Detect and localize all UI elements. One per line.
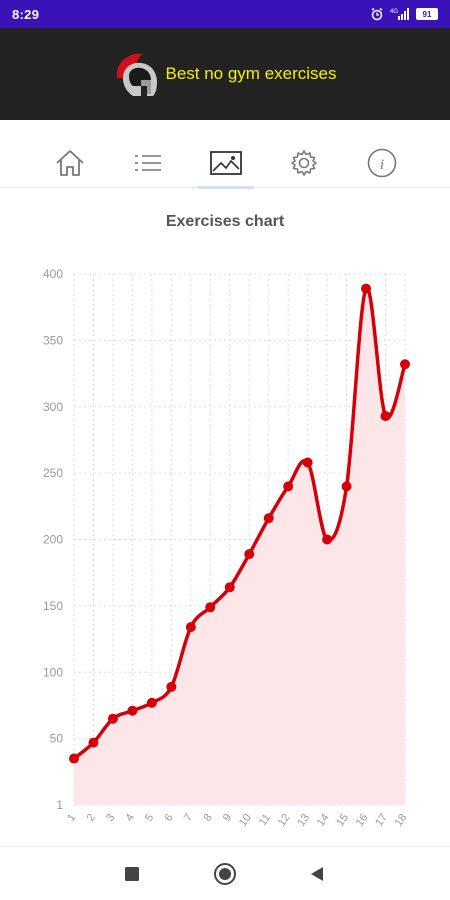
signal-4g-icon: 4G: [390, 8, 409, 20]
x-tick-label: 17: [373, 812, 390, 829]
recent-apps-button[interactable]: [119, 861, 145, 887]
x-tick-label: 1: [65, 812, 78, 824]
y-tick-label: 200: [43, 533, 63, 547]
data-point: [400, 359, 410, 370]
x-tick-label: 14: [315, 812, 332, 829]
series-area: [74, 287, 405, 805]
data-point: [127, 705, 138, 716]
home-nav-button[interactable]: [212, 861, 238, 887]
spartan-helmet-logo: [117, 53, 158, 96]
y-tick-label: 50: [50, 732, 64, 746]
tab-settings[interactable]: [276, 138, 332, 188]
x-tick-label: 3: [104, 812, 117, 824]
tab-info[interactable]: i: [354, 138, 410, 188]
data-point: [88, 737, 99, 748]
back-triangle-icon: [311, 867, 323, 881]
x-tick-label: 18: [393, 812, 410, 829]
y-tick-label: 400: [43, 267, 63, 281]
navigation-bar: [0, 846, 450, 900]
data-point: [322, 534, 333, 545]
data-point: [380, 411, 391, 422]
status-time: 8:29: [12, 6, 40, 22]
app-header: Best no gym exercises: [0, 28, 450, 120]
app-title: Best no gym exercises: [165, 64, 337, 83]
x-tick-label: 9: [221, 812, 234, 824]
y-tick-label: 1: [56, 798, 63, 812]
y-tick-label: 250: [43, 466, 63, 480]
x-tick-label: 11: [257, 812, 273, 828]
data-point: [107, 713, 118, 724]
tab-home[interactable]: [42, 138, 98, 188]
alarm-icon: [371, 7, 383, 21]
tab-bar: i: [0, 138, 450, 189]
data-point: [341, 481, 352, 492]
y-tick-label: 350: [43, 333, 63, 347]
recent-apps-square-icon: [125, 867, 139, 881]
x-tick-label: 8: [201, 812, 214, 824]
svg-text:i: i: [380, 157, 384, 173]
x-tick-label: 15: [334, 812, 351, 829]
chart-title: Exercises chart: [165, 213, 285, 230]
data-point: [166, 681, 177, 692]
data-point: [69, 753, 79, 764]
status-bar: 8:29 4G 91: [0, 0, 450, 28]
data-point: [283, 481, 294, 492]
data-point: [302, 457, 313, 468]
battery-level: 91: [422, 9, 432, 19]
y-tick-label: 300: [43, 400, 63, 414]
tab-chart[interactable]: [198, 138, 254, 189]
data-point: [361, 283, 372, 294]
data-point: [205, 602, 216, 613]
x-tick-label: 13: [295, 812, 312, 829]
gear-icon: [291, 150, 317, 176]
x-tick-label: 7: [182, 812, 195, 824]
data-point: [185, 622, 196, 633]
x-tick-label: 2: [85, 812, 98, 824]
svg-text:4G: 4G: [390, 9, 398, 15]
y-tick-label: 100: [43, 665, 63, 679]
chart-icon: [210, 151, 242, 175]
tab-list[interactable]: [120, 138, 176, 188]
x-tick-label: 12: [276, 812, 293, 829]
info-icon: i: [367, 148, 397, 178]
x-tick-label: 16: [354, 812, 371, 829]
home-circle-icon: [214, 863, 236, 885]
status-icons: 4G 91: [370, 7, 438, 21]
data-point: [263, 513, 274, 524]
y-tick-label: 150: [43, 599, 63, 613]
x-tick-label: 6: [162, 812, 175, 824]
data-point: [244, 549, 255, 560]
battery-icon: 91: [416, 8, 438, 20]
list-icon: [135, 155, 161, 171]
x-tick-label: 10: [237, 812, 254, 829]
data-point: [224, 582, 235, 593]
home-icon: [56, 150, 84, 176]
x-tick-label: 5: [143, 812, 156, 824]
back-button[interactable]: [304, 861, 330, 887]
x-tick-label: 4: [124, 812, 137, 824]
data-point: [146, 697, 157, 708]
